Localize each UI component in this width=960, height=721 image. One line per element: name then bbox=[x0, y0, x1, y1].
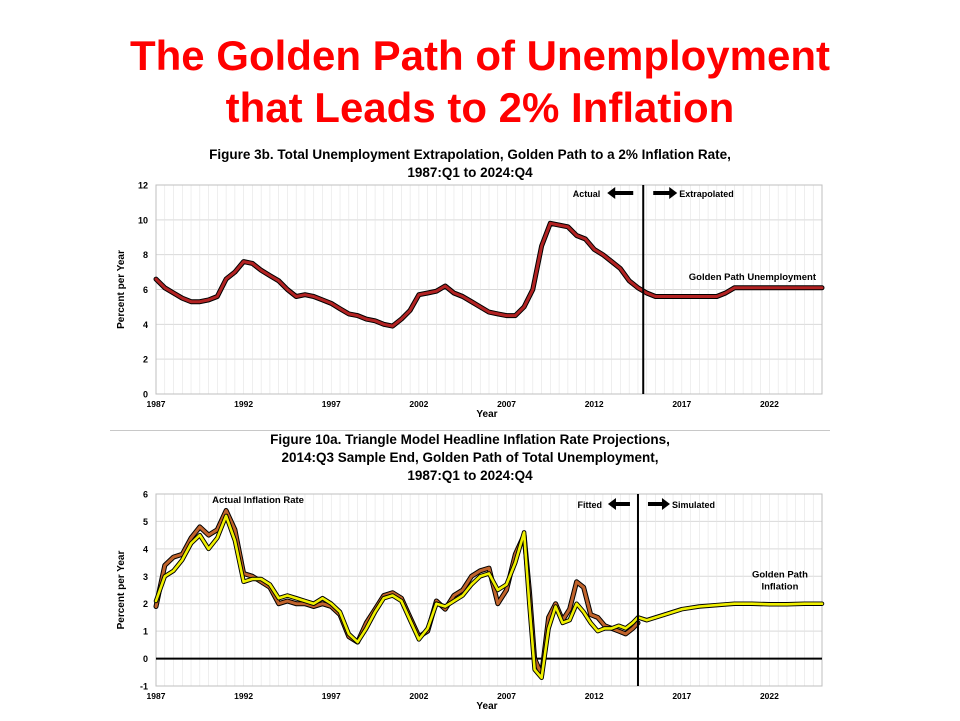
inflation-y-tick-label: 4 bbox=[143, 544, 148, 554]
unemployment-chart-title-line1: Figure 3b. Total Unemployment Extrapolat… bbox=[209, 147, 731, 162]
slide-title: The Golden Path of Unemployment that Lea… bbox=[0, 30, 960, 134]
unemployment-y-tick-label: 0 bbox=[143, 390, 148, 400]
inflation-right-label: Simulated bbox=[672, 500, 715, 510]
inflation-x-tick-label: 1992 bbox=[234, 691, 253, 701]
inflation-x-tick-label: 2007 bbox=[497, 691, 516, 701]
actual-inflation-rate-label: Actual Inflation Rate bbox=[212, 495, 304, 506]
inflation-y-tick-label: 2 bbox=[143, 599, 148, 609]
inflation-x-tick-label: 2012 bbox=[585, 691, 604, 701]
unemployment-y-axis-label: Percent per Year bbox=[116, 250, 127, 329]
actual-inflation-outline bbox=[153, 508, 641, 678]
slide-title-line1: The Golden Path of Unemployment bbox=[129, 32, 831, 79]
inflation-y-tick-label: 6 bbox=[143, 490, 148, 500]
unemployment-x-tick-label: 2002 bbox=[409, 399, 428, 409]
unemployment-y-tick-label: 8 bbox=[143, 250, 148, 260]
unemployment-right-label: Extrapolated bbox=[679, 189, 734, 199]
fitted-arrow-head bbox=[607, 498, 616, 510]
unemployment-x-tick-label: 1997 bbox=[322, 399, 341, 409]
inflation-plot-border bbox=[155, 493, 823, 687]
unemployment-x-tick-label: 2012 bbox=[585, 399, 604, 409]
unemployment-chart-title-line2: 1987:Q1 to 2024:Q4 bbox=[407, 165, 533, 180]
inflation-chart-title-line3: 1987:Q1 to 2024:Q4 bbox=[407, 468, 533, 483]
unemployment-y-tick-label: 12 bbox=[138, 181, 148, 191]
unemployment-chart-panel: Figure 3b. Total Unemployment Extrapolat… bbox=[110, 143, 830, 426]
actual-arrow-head bbox=[607, 187, 616, 199]
unemployment-chart-title: Figure 3b. Total Unemployment Extrapolat… bbox=[110, 146, 830, 182]
unemployment-x-tick-label: 2017 bbox=[672, 399, 691, 409]
inflation-x-tick-label: 1987 bbox=[147, 691, 166, 701]
inflation-chart: -1 0 1 2 3 4 5 6 1987 1992 1997 2002 2007 2012 2017 202… bbox=[116, 490, 825, 712]
inflation-x-tick-label: 1997 bbox=[322, 691, 341, 701]
inflation-x-tick-label: 2002 bbox=[409, 691, 428, 701]
simulated-arrow-head bbox=[661, 498, 670, 510]
unemployment-x-tick-label: 1992 bbox=[234, 399, 253, 409]
unemployment-y-tick-label: 6 bbox=[143, 285, 148, 295]
extrapolated-arrow-head bbox=[669, 187, 678, 199]
inflation-x-tick-label: 2022 bbox=[760, 691, 779, 701]
slide-title-line2: that Leads to 2% Inflation bbox=[225, 84, 735, 131]
inflation-y-tick-label: 0 bbox=[143, 654, 148, 664]
inflation-x-tick-label: 2017 bbox=[672, 691, 691, 701]
unemployment-y-tick-label: 4 bbox=[143, 320, 148, 330]
golden-path-inflation-label-line2: Inflation bbox=[761, 582, 798, 593]
fitted-inflation-line bbox=[154, 514, 824, 680]
inflation-x-axis-label: Year bbox=[476, 701, 497, 712]
inflation-left-label: Fitted bbox=[577, 500, 602, 510]
golden-path-inflation-label-line1: Golden Path bbox=[752, 570, 808, 581]
inflation-chart-title: Figure 10a. Triangle Model Headline Infl… bbox=[110, 431, 830, 485]
unemployment-chart: 0 2 4 6 8 10 12 1987 1992 1997 2002 2007 2012 2017 202… bbox=[116, 181, 825, 420]
unemployment-x-tick-label: 2022 bbox=[760, 399, 779, 409]
unemployment-left-label: Actual bbox=[573, 189, 601, 199]
inflation-y-axis-label: Percent per Year bbox=[116, 551, 127, 630]
inflation-y-tick-label: 3 bbox=[143, 572, 148, 582]
unemployment-x-axis-label: Year bbox=[476, 409, 497, 420]
golden-path-unemployment-label: Golden Path Unemployment bbox=[689, 272, 817, 283]
unemployment-y-tick-label: 10 bbox=[138, 215, 148, 225]
inflation-chart-title-line1: Figure 10a. Triangle Model Headline Infl… bbox=[270, 432, 670, 447]
inflation-y-tick-label: -1 bbox=[140, 682, 148, 692]
inflation-chart-panel: Figure 10a. Triangle Model Headline Infl… bbox=[110, 430, 830, 721]
unemployment-line bbox=[154, 221, 824, 328]
inflation-chart-title-line2: 2014:Q3 Sample End, Golden Path of Total… bbox=[281, 450, 659, 465]
inflation-y-tick-label: 1 bbox=[143, 627, 148, 637]
unemployment-x-tick-label: 1987 bbox=[147, 399, 166, 409]
inflation-y-tick-label: 5 bbox=[143, 517, 148, 527]
unemployment-x-tick-label: 2007 bbox=[497, 399, 516, 409]
unemployment-y-tick-label: 2 bbox=[143, 355, 148, 365]
